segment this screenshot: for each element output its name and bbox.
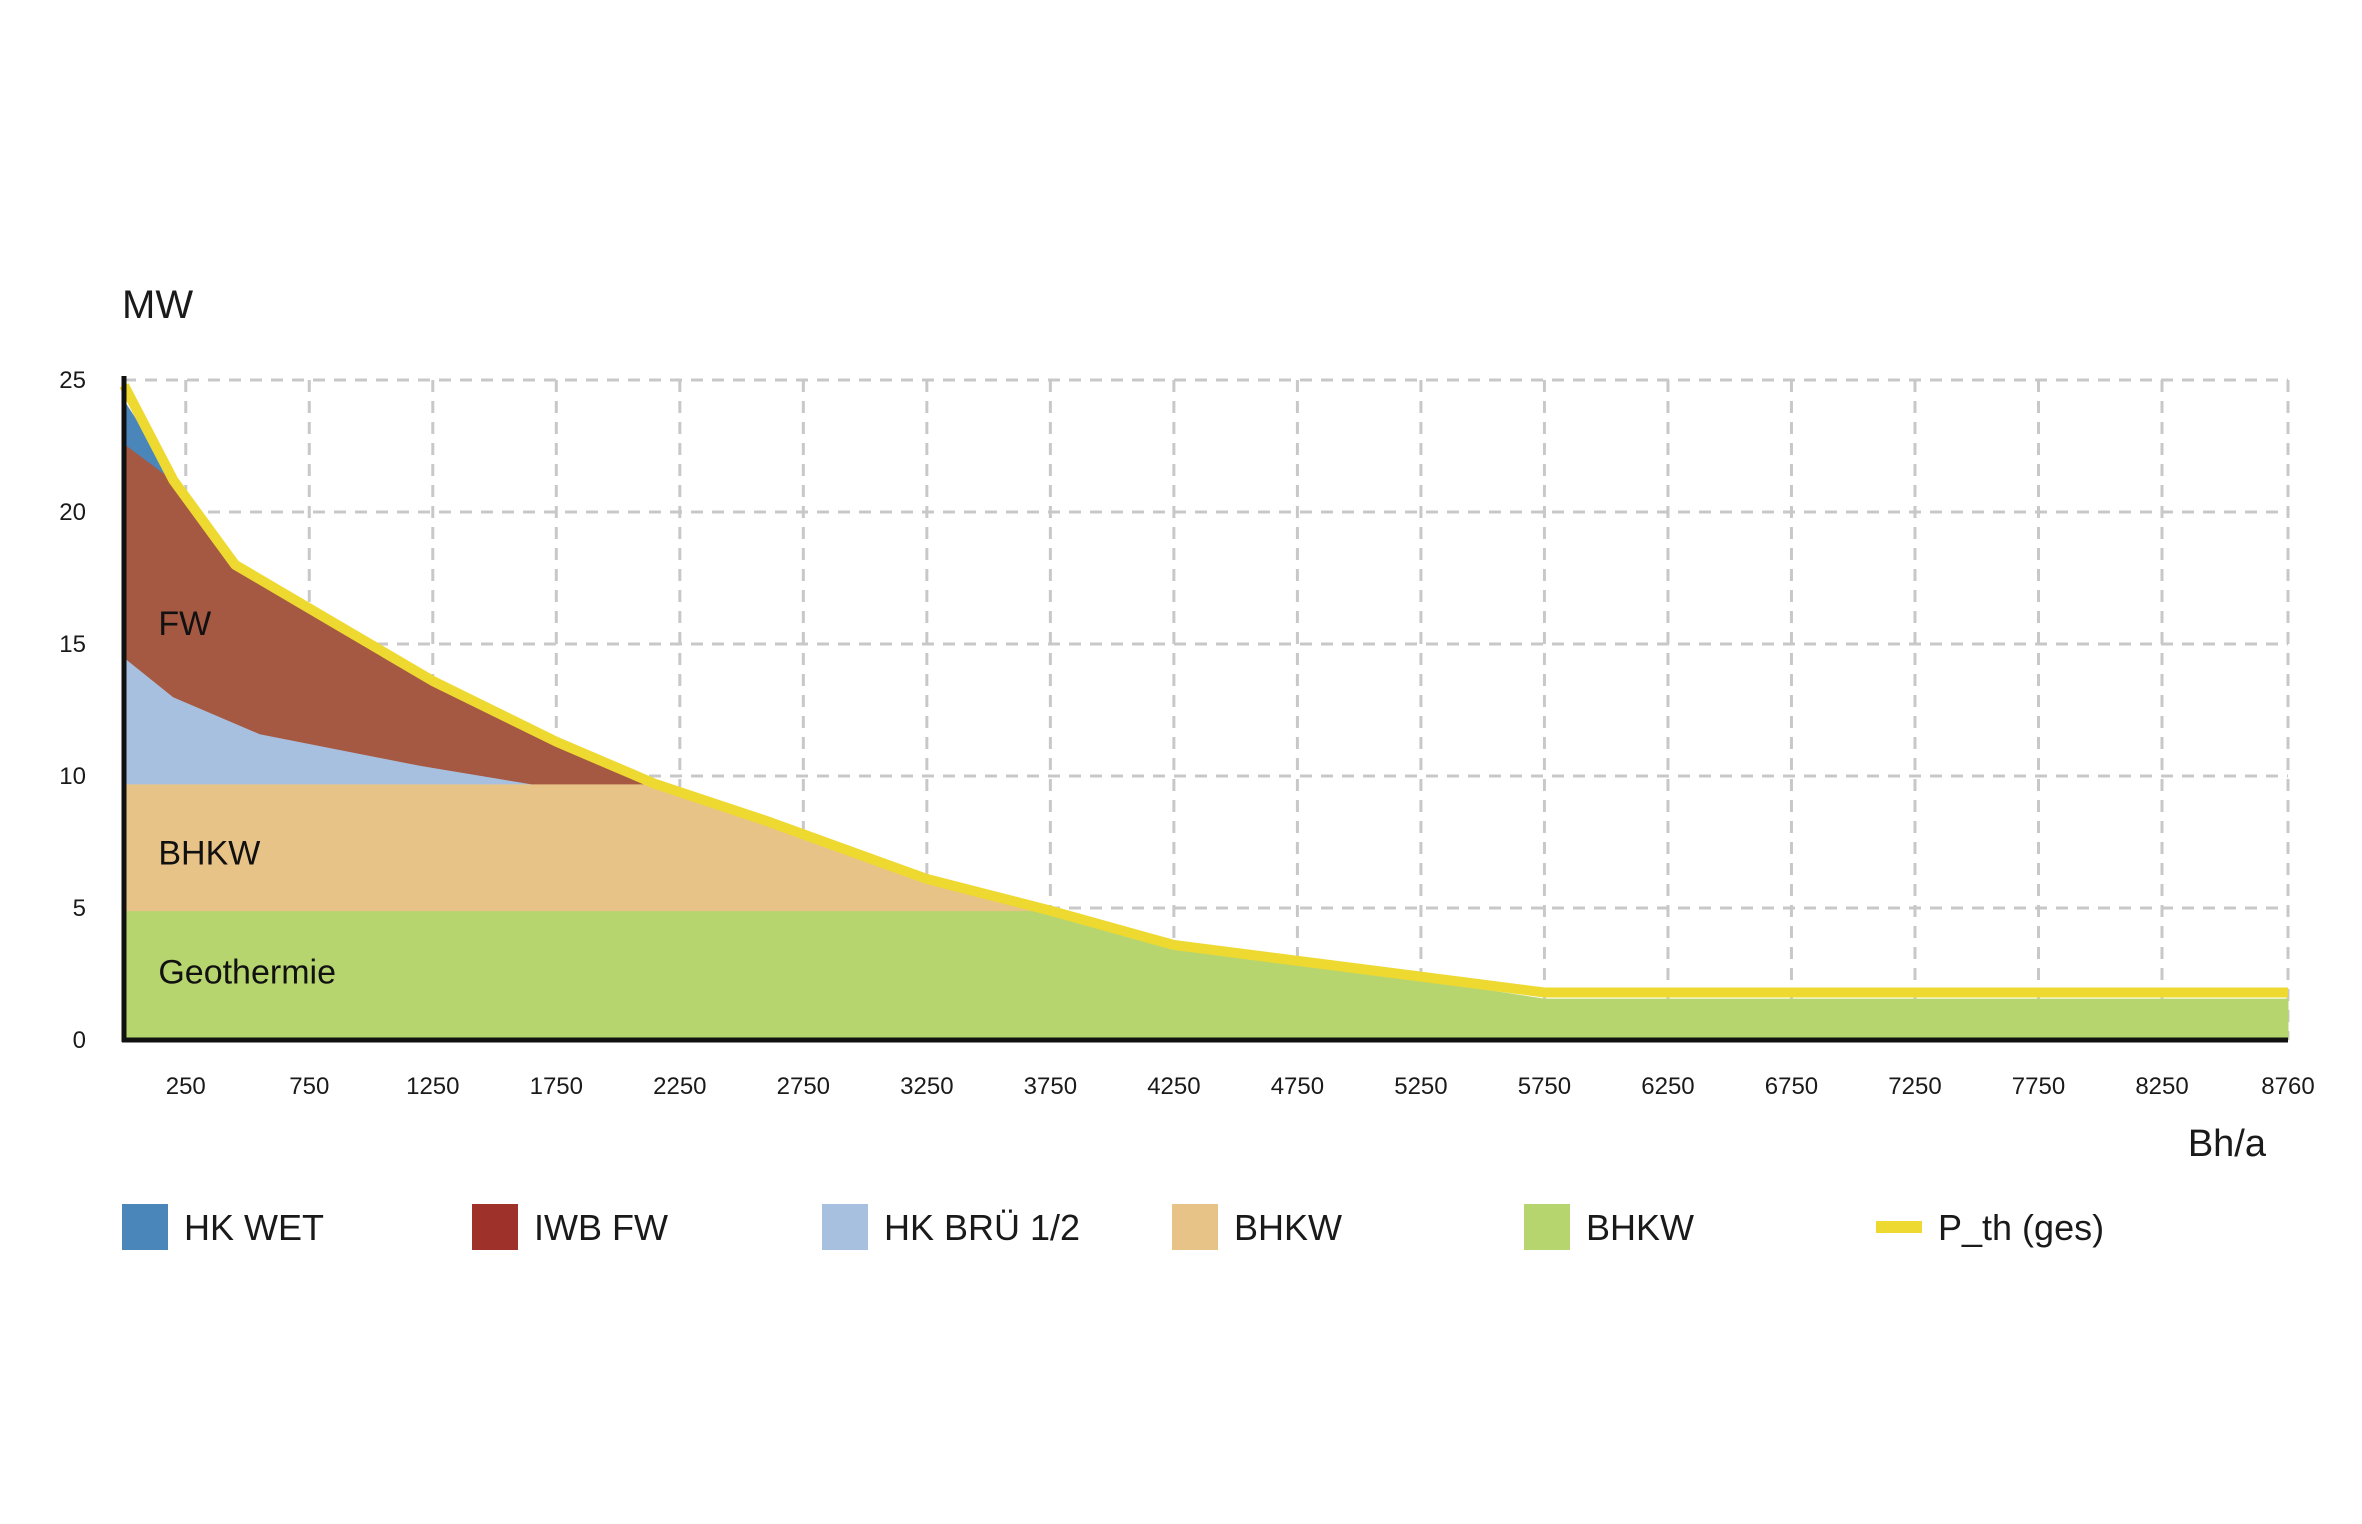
- x-tick-label-1250: 1250: [406, 1073, 459, 1100]
- axes: [121, 376, 2288, 1043]
- legend-item-3: BHKW: [1172, 1204, 1342, 1250]
- x-tick-label-750: 750: [289, 1073, 329, 1100]
- y-tick-labels: 0 5 10 15 20 25: [59, 367, 86, 1054]
- legend-swatch: [472, 1204, 518, 1250]
- x-tick-label-7250: 7250: [1888, 1073, 1941, 1100]
- x-tick-label-6750: 6750: [1765, 1073, 1818, 1100]
- x-tick-label-8760: 8760: [2261, 1073, 2314, 1100]
- legend-item-0: HK WET: [122, 1204, 324, 1250]
- x-tick-label-4750: 4750: [1271, 1073, 1324, 1100]
- legend-swatch: [1524, 1204, 1570, 1250]
- y-tick-label-5: 5: [73, 895, 86, 922]
- legend-item-4: BHKW: [1524, 1204, 1694, 1250]
- y-tick-label-10: 10: [59, 763, 86, 790]
- x-tick-label-5750: 5750: [1518, 1073, 1571, 1100]
- legend-line-swatch: [1876, 1221, 1922, 1233]
- legend-swatch: [122, 1204, 168, 1250]
- x-tick-label-8250: 8250: [2135, 1073, 2188, 1100]
- x-tick-labels: 250 750 1250 1750 2250 2750 3250 3750 4250 4750 52…: [166, 1073, 2315, 1100]
- x-axis-unit-label: Bh/a: [2188, 1123, 2267, 1165]
- x-tick-label-6250: 6250: [1641, 1073, 1694, 1100]
- area-label-geothermie: Geothermie: [158, 953, 336, 991]
- total-line-series: [119, 382, 2288, 998]
- legend-swatch: [822, 1204, 868, 1250]
- legend-label: BHKW: [1586, 1207, 1694, 1248]
- y-tick-label-15: 15: [59, 631, 86, 658]
- y-tick-label-25: 25: [59, 367, 86, 394]
- legend-label: HK WET: [184, 1207, 324, 1248]
- area-bhkw-0: [123, 910, 2289, 1041]
- x-tick-label-250: 250: [166, 1073, 206, 1100]
- legend-swatch: [1172, 1204, 1218, 1250]
- legend-item-1: IWB FW: [472, 1204, 668, 1250]
- legend-label: HK BRÜ 1/2: [884, 1207, 1080, 1248]
- x-tick-label-7750: 7750: [2012, 1073, 2065, 1100]
- line-p-th-ges: [119, 382, 2288, 998]
- legend: HK WET IWB FW HK BRÜ 1/2 BHKW BHKW P_th (ges): [122, 1204, 2104, 1250]
- x-tick-label-5250: 5250: [1394, 1073, 1447, 1100]
- x-tick-label-2250: 2250: [653, 1073, 706, 1100]
- y-tick-label-0: 0: [73, 1027, 86, 1054]
- x-tick-label-4250: 4250: [1147, 1073, 1200, 1100]
- y-axis-unit-label: MW: [122, 283, 193, 327]
- area-labels: FW BHKW Geothermie: [158, 605, 336, 991]
- legend-label: BHKW: [1234, 1207, 1342, 1248]
- area-label-bhkw: BHKW: [158, 835, 260, 873]
- y-tick-label-20: 20: [59, 499, 86, 526]
- x-tick-label-1750: 1750: [530, 1073, 583, 1100]
- x-tick-label-2750: 2750: [777, 1073, 830, 1100]
- legend-label: IWB FW: [534, 1207, 668, 1248]
- area-label-fw: FW: [158, 605, 211, 643]
- area-bhkw-1: [123, 783, 1051, 915]
- x-tick-label-3250: 3250: [900, 1073, 953, 1100]
- x-tick-label-3750: 3750: [1024, 1073, 1077, 1100]
- legend-label: P_th (ges): [1938, 1207, 2104, 1248]
- legend-item-2: HK BRÜ 1/2: [822, 1204, 1080, 1250]
- legend-item-5: P_th (ges): [1876, 1207, 2104, 1248]
